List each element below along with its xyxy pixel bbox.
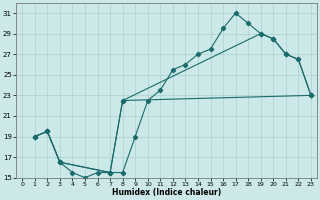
X-axis label: Humidex (Indice chaleur): Humidex (Indice chaleur) <box>112 188 221 197</box>
